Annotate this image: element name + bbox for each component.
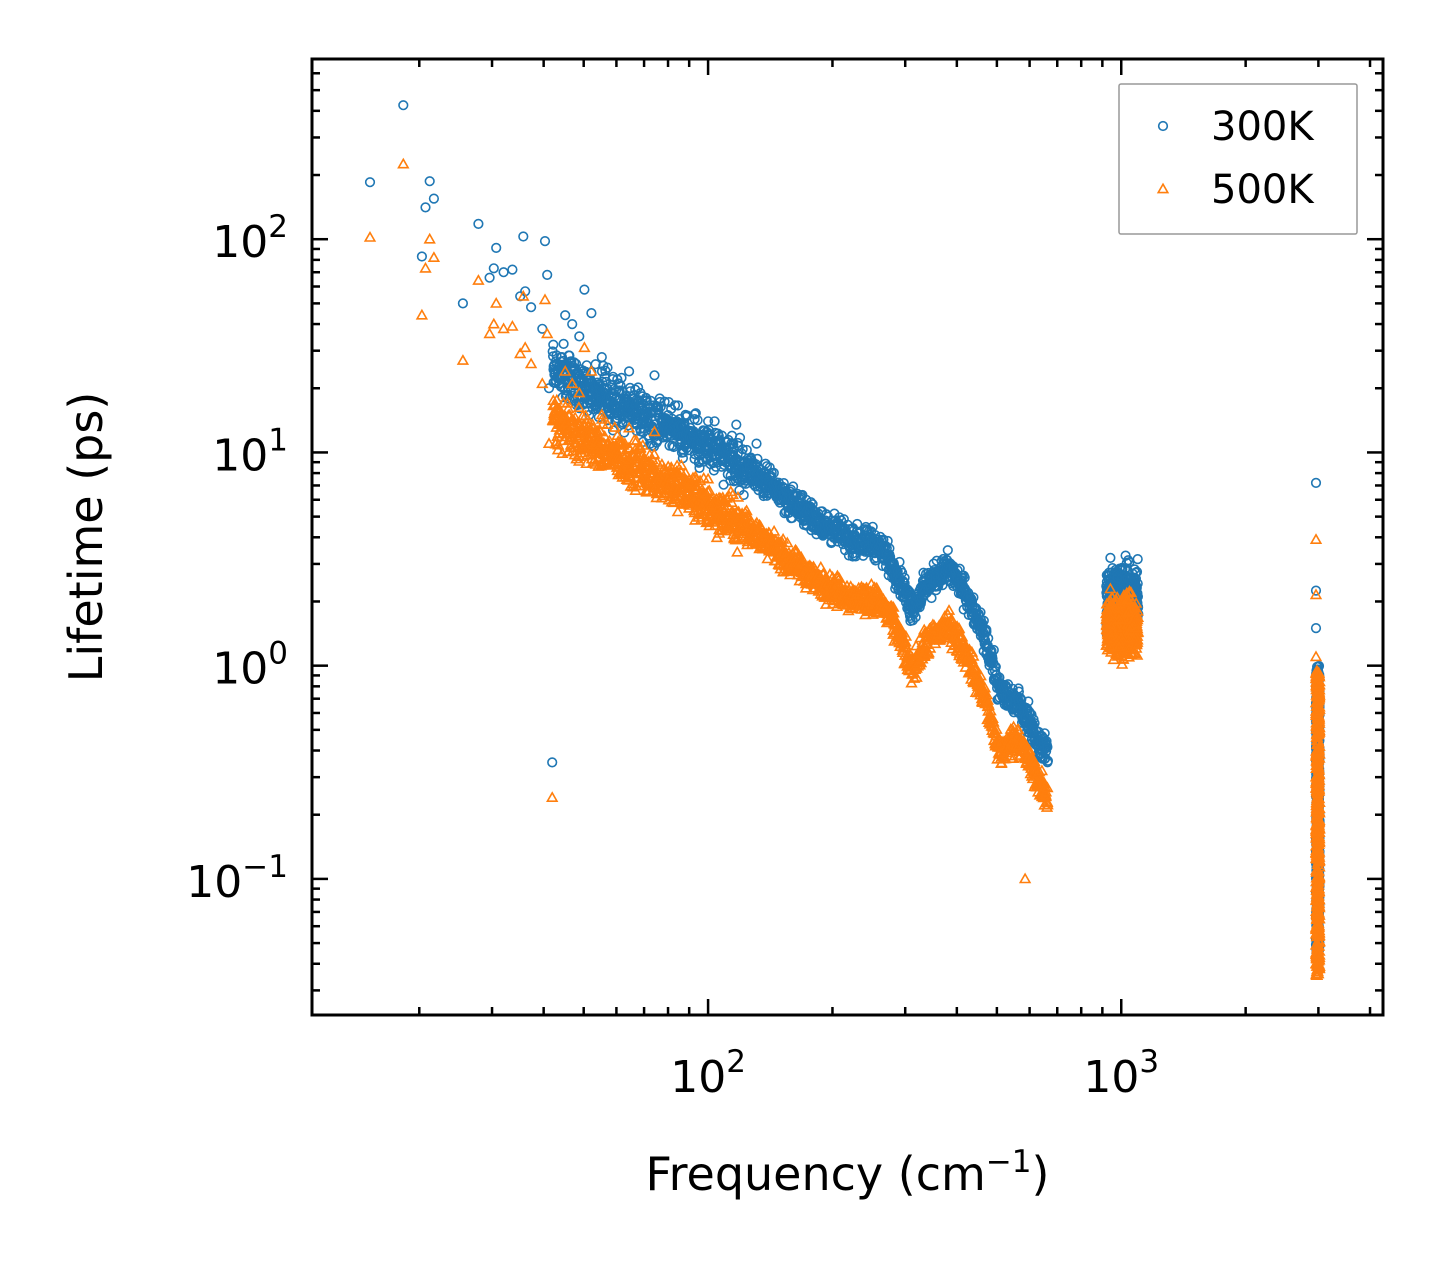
data-point-300k bbox=[942, 545, 953, 556]
data-point-500k bbox=[538, 293, 552, 305]
data-point-300k bbox=[428, 193, 440, 204]
data-point-300k bbox=[728, 439, 739, 450]
data-point-300k bbox=[623, 366, 635, 377]
data-point-500k bbox=[519, 341, 532, 353]
data-point-300k bbox=[692, 415, 703, 426]
data-point-300k bbox=[630, 384, 641, 395]
data-point-300k bbox=[899, 572, 910, 583]
data-point-300k bbox=[981, 626, 992, 638]
data-point-300k bbox=[518, 231, 529, 242]
data-point-300k bbox=[968, 592, 979, 603]
data-point-300k bbox=[752, 453, 763, 465]
data-point-300k bbox=[558, 338, 569, 350]
data-point-300k bbox=[882, 535, 893, 547]
data-point-300k bbox=[768, 467, 779, 479]
plot-area bbox=[363, 100, 1326, 980]
data-point-500k bbox=[415, 308, 429, 320]
data-point-500k bbox=[419, 261, 432, 273]
data-point-300k bbox=[564, 350, 575, 361]
data-point-300k bbox=[586, 308, 597, 319]
data-point-300k bbox=[761, 461, 773, 472]
series-500k-points bbox=[363, 157, 1326, 980]
data-point-300k bbox=[548, 339, 559, 350]
data-point-300k bbox=[959, 572, 970, 583]
data-point-300k bbox=[600, 365, 611, 376]
data-point-300k bbox=[615, 380, 626, 391]
data-point-300k bbox=[420, 202, 431, 213]
data-point-300k bbox=[850, 551, 861, 562]
data-point-300k bbox=[416, 251, 428, 262]
data-point-500k bbox=[731, 545, 744, 557]
data-point-300k bbox=[568, 357, 580, 368]
data-point-500k bbox=[506, 319, 519, 331]
data-point-500k bbox=[524, 357, 538, 369]
data-point-300k bbox=[364, 177, 376, 188]
data-point-300k bbox=[847, 551, 858, 562]
data-point-300k bbox=[542, 269, 553, 281]
data-point-300k bbox=[688, 426, 699, 437]
data-point-500k bbox=[423, 232, 436, 244]
data-point-300k bbox=[539, 236, 551, 247]
data-point-500k bbox=[363, 230, 377, 242]
data-point-300k bbox=[690, 408, 701, 419]
data-point-300k bbox=[751, 438, 762, 449]
data-point-300k bbox=[1310, 477, 1322, 489]
data-point-300k bbox=[1310, 622, 1322, 634]
data-point-300k bbox=[734, 432, 746, 443]
data-point-300k bbox=[732, 437, 744, 449]
data-point-300k bbox=[668, 441, 679, 453]
data-point-300k bbox=[926, 592, 937, 604]
data-point-300k bbox=[616, 372, 627, 384]
data-point-300k bbox=[805, 497, 817, 508]
data-point-500k bbox=[490, 296, 503, 308]
data-point-300k bbox=[473, 218, 484, 229]
data-point-300k bbox=[709, 416, 720, 427]
data-point-500k bbox=[497, 322, 510, 334]
data-point-300k bbox=[983, 633, 994, 644]
data-point-300k bbox=[899, 578, 910, 589]
data-point-300k bbox=[672, 400, 684, 411]
data-point-500k bbox=[397, 157, 410, 169]
data-point-500k bbox=[546, 791, 559, 802]
data-point-300k bbox=[600, 376, 612, 388]
data-point-300k bbox=[649, 370, 660, 381]
data-point-300k bbox=[498, 267, 509, 278]
data-point-300k bbox=[457, 298, 469, 309]
data-point-300k bbox=[596, 352, 607, 363]
data-point-300k bbox=[741, 444, 752, 456]
data-point-500k bbox=[578, 341, 591, 353]
data-point-500k bbox=[472, 274, 485, 285]
data-point-300k bbox=[488, 263, 499, 274]
data-point-300k bbox=[737, 444, 748, 455]
data-point-300k bbox=[567, 319, 578, 330]
data-point-300k bbox=[750, 459, 762, 470]
data-point-300k bbox=[659, 396, 670, 407]
data-point-300k bbox=[1105, 552, 1116, 564]
data-point-300k bbox=[632, 382, 644, 393]
data-point-300k bbox=[726, 438, 737, 449]
data-point-300k bbox=[507, 264, 518, 275]
data-point-300k bbox=[398, 100, 409, 111]
data-point-500k bbox=[456, 354, 470, 365]
data-point-300k bbox=[574, 331, 585, 342]
data-point-300k bbox=[560, 310, 571, 321]
data-point-300k bbox=[910, 612, 921, 623]
data-point-500k bbox=[536, 377, 549, 389]
data-point-300k bbox=[667, 440, 678, 451]
data-point-500k bbox=[487, 317, 500, 329]
data-point-300k bbox=[731, 419, 742, 430]
data-point-300k bbox=[598, 360, 609, 371]
data-point-300k bbox=[525, 302, 537, 313]
data-point-500k bbox=[427, 251, 441, 262]
data-point-300k bbox=[1132, 553, 1143, 565]
data-point-300k bbox=[484, 272, 495, 283]
data-point-300k bbox=[491, 242, 502, 253]
data-point-500k bbox=[483, 327, 496, 339]
data-point-300k bbox=[547, 757, 558, 768]
data-point-300k bbox=[424, 176, 435, 187]
data-point-300k bbox=[579, 284, 590, 295]
data-point-300k bbox=[689, 409, 700, 420]
data-point-300k bbox=[978, 615, 989, 626]
